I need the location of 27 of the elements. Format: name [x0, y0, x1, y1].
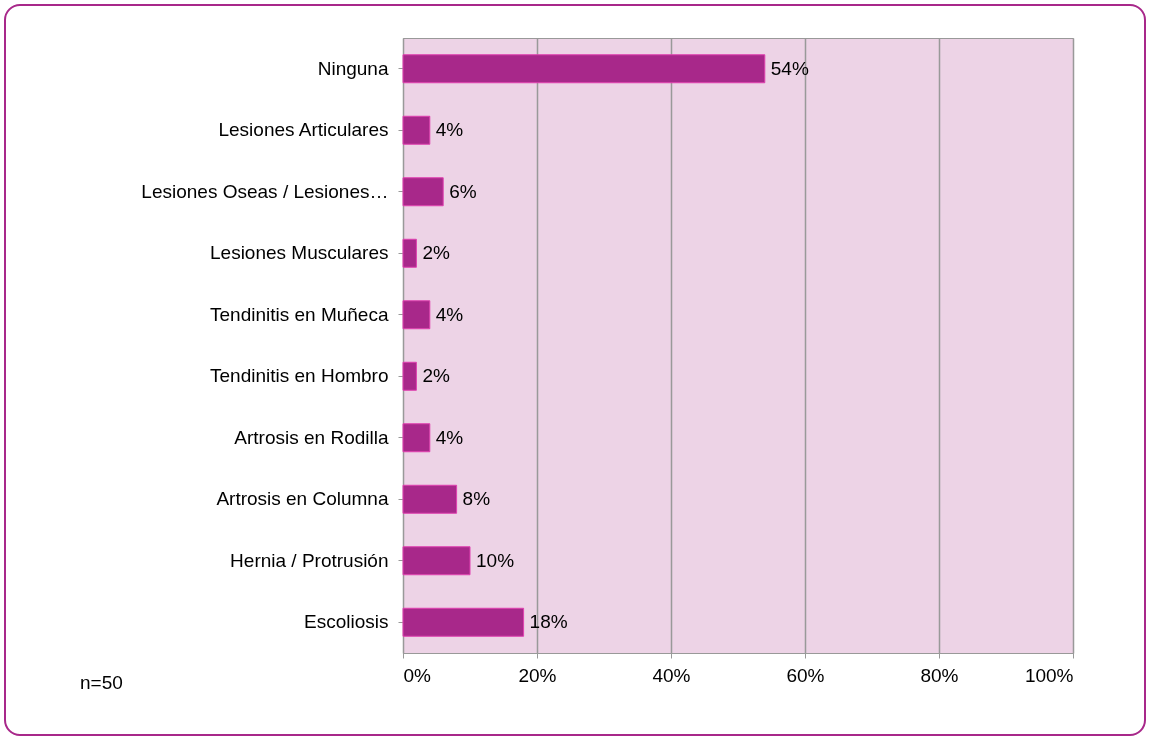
y-tick-label: Lesiones Musculares: [210, 242, 389, 264]
text: n=50: [80, 672, 123, 693]
y-tick-label: Artrosis en Rodilla: [234, 426, 389, 448]
y-tick-label: Escoliosis: [304, 611, 389, 633]
x-tick-label: 40%: [652, 664, 691, 686]
x-tick-label: 0%: [403, 664, 432, 686]
data-label: 54%: [770, 57, 809, 79]
y-tick-label: Ninguna: [317, 57, 389, 79]
y-tick-label: Artrosis en Columna: [216, 488, 389, 510]
x-tick-label: 80%: [920, 664, 959, 686]
x-tick-label: 100%: [1024, 664, 1074, 686]
data-label: 4%: [435, 426, 464, 448]
y-tick-label: Tendinitis en Hombro: [210, 365, 389, 387]
y-tick-label: Hernia / Protrusión: [230, 549, 389, 571]
x-tick-label: 60%: [786, 664, 825, 686]
data-label: 10%: [476, 549, 515, 571]
data-label: 2%: [422, 242, 450, 264]
data-label: 18%: [529, 611, 568, 633]
data-label: 2%: [422, 365, 450, 387]
y-tick-label: Lesiones Articulares: [218, 119, 389, 141]
data-label: 4%: [435, 303, 464, 325]
data-label: 8%: [462, 488, 491, 510]
data-label: 4%: [435, 119, 464, 141]
data-label: 6%: [449, 180, 477, 202]
y-tick-label: Tendinitis en Muñeca: [210, 303, 389, 325]
y-tick-label: Lesiones Oseas / Lesiones…: [141, 180, 389, 202]
x-tick-label: 20%: [518, 664, 557, 686]
